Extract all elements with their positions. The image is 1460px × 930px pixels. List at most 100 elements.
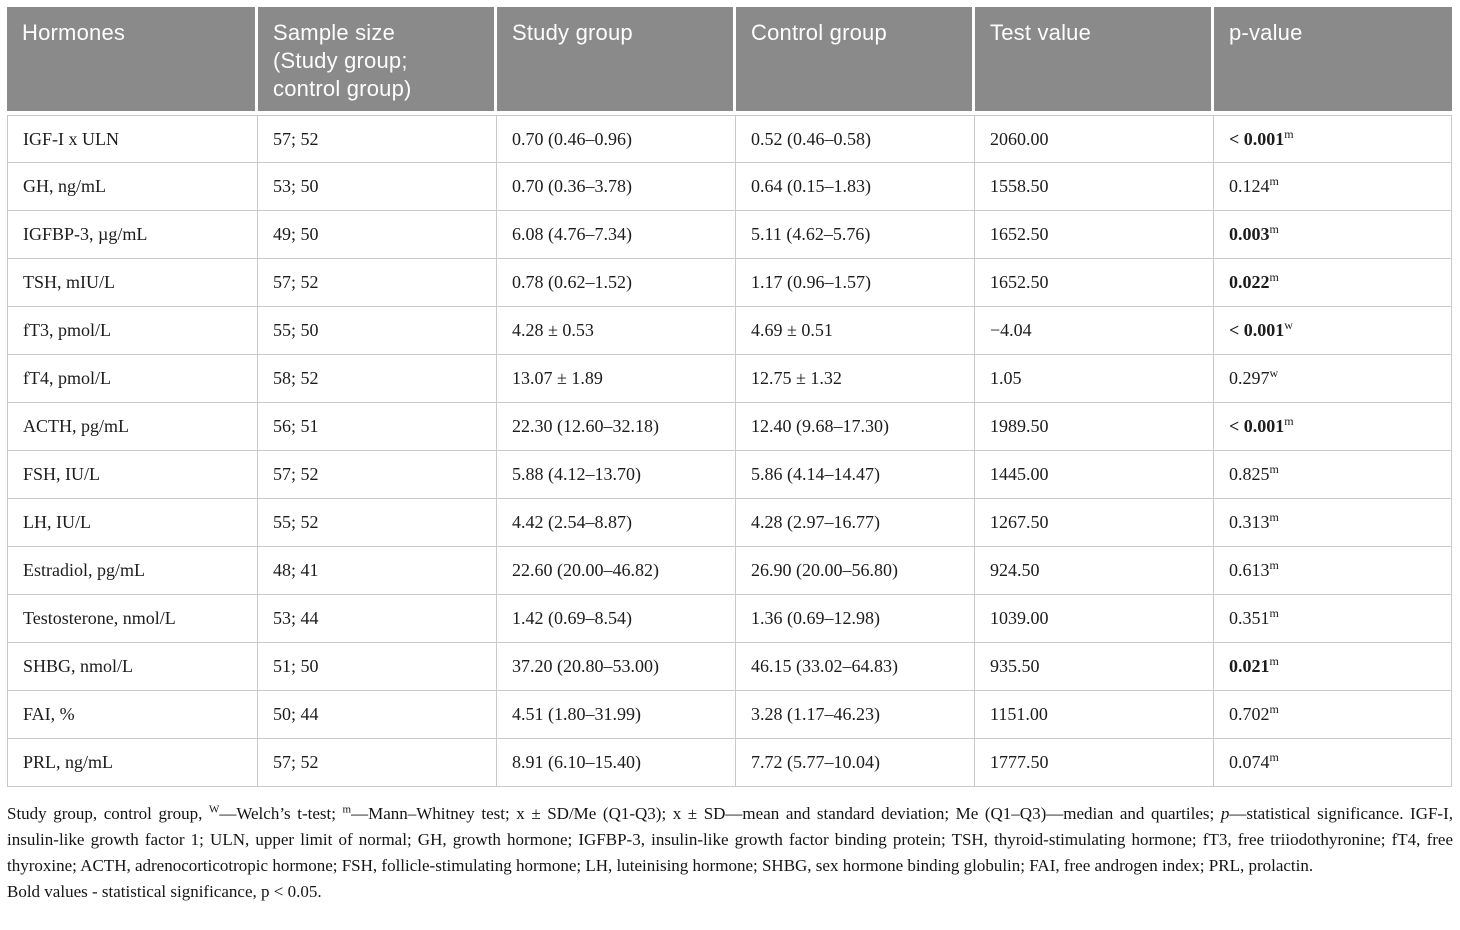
p-value-superscript: m	[1269, 270, 1279, 284]
p-value-cell: 0.825m	[1214, 451, 1452, 499]
test-value-cell: 1445.00	[975, 451, 1214, 499]
column-header-p-value: p-value	[1214, 7, 1452, 115]
p-value-text: 0.124	[1229, 176, 1270, 196]
p-value-superscript: m	[1284, 126, 1294, 141]
test-value-cell: 1.05	[975, 355, 1214, 403]
sample-size-cell: 57; 52	[258, 451, 497, 499]
p-value-cell: 0.003m	[1214, 211, 1452, 259]
table-row: IGF-I x ULN 57; 52 0.70 (0.46–0.96) 0.52…	[7, 115, 1452, 163]
test-value-cell: 1989.50	[975, 403, 1214, 451]
study-group-cell: 6.08 (4.76–7.34)	[497, 211, 736, 259]
p-value-text: 0.297	[1229, 368, 1270, 388]
sample-size-cell: 50; 44	[258, 691, 497, 739]
hormone-cell: LH, IU/L	[7, 499, 258, 547]
control-group-cell: 0.52 (0.46–0.58)	[736, 115, 975, 163]
study-group-cell: 22.60 (20.00–46.82)	[497, 547, 736, 595]
column-header-study-group: Study group	[497, 7, 736, 115]
hormone-cell: fT4, pmol/L	[7, 355, 258, 403]
p-value-text: < 0.001	[1229, 128, 1285, 149]
table-footnotes: Study group, control group, W—Welch’s t-…	[7, 801, 1453, 905]
control-group-cell: 3.28 (1.17–46.23)	[736, 691, 975, 739]
column-header-test-value: Test value	[975, 7, 1214, 115]
p-value-text: 0.003	[1229, 224, 1270, 244]
control-group-cell: 1.17 (0.96–1.57)	[736, 259, 975, 307]
p-value-cell: 0.022m	[1214, 259, 1452, 307]
sample-size-cell: 53; 50	[258, 163, 497, 211]
p-value-text: 0.825	[1229, 464, 1270, 484]
p-value-text: < 0.001	[1229, 416, 1285, 436]
table-row: TSH, mIU/L 57; 52 0.78 (0.62–1.52) 1.17 …	[7, 259, 1452, 307]
sample-size-cell: 53; 44	[258, 595, 497, 643]
table-header: Hormones Sample size (Study group; contr…	[7, 7, 1452, 115]
p-value-superscript: m	[1269, 462, 1279, 476]
p-value-cell: 0.297w	[1214, 355, 1452, 403]
study-group-cell: 1.42 (0.69–8.54)	[497, 595, 736, 643]
study-group-cell: 4.51 (1.80–31.99)	[497, 691, 736, 739]
table-row: FAI, % 50; 44 4.51 (1.80–31.99) 3.28 (1.…	[7, 691, 1452, 739]
p-value-cell: 0.351m	[1214, 595, 1452, 643]
hormone-cell: SHBG, nmol/L	[7, 643, 258, 691]
p-value-cell: 0.124m	[1214, 163, 1452, 211]
p-value-cell: 0.702m	[1214, 691, 1452, 739]
sample-size-cell: 58; 52	[258, 355, 497, 403]
table-row: Estradiol, pg/mL 48; 41 22.60 (20.00–46.…	[7, 547, 1452, 595]
hormone-cell: IGF-I x ULN	[7, 115, 258, 163]
hormone-cell: ACTH, pg/mL	[7, 403, 258, 451]
p-value-superscript: m	[1269, 174, 1279, 188]
p-value-text: 0.021	[1229, 656, 1270, 676]
sample-size-cell: 56; 51	[258, 403, 497, 451]
study-group-cell: 8.91 (6.10–15.40)	[497, 739, 736, 787]
control-group-cell: 5.86 (4.14–14.47)	[736, 451, 975, 499]
p-value-cell: < 0.001w	[1214, 307, 1452, 355]
p-value-text: 0.702	[1229, 704, 1270, 724]
sample-size-cell: 57; 52	[258, 739, 497, 787]
p-value-superscript: m	[1269, 510, 1279, 524]
p-value-cell: 0.313m	[1214, 499, 1452, 547]
p-value-superscript: w	[1284, 318, 1293, 332]
p-value-cell: 0.074m	[1214, 739, 1452, 787]
p-value-superscript: m	[1269, 750, 1279, 764]
table-row: fT4, pmol/L 58; 52 13.07 ± 1.89 12.75 ± …	[7, 355, 1452, 403]
p-value-text: 0.613	[1229, 560, 1270, 580]
footnote-text: Study group, control group, W—Welch’s t-…	[7, 803, 1453, 875]
p-value-superscript: m	[1269, 606, 1279, 620]
p-value-text: 0.022	[1229, 272, 1270, 292]
test-value-cell: −4.04	[975, 307, 1214, 355]
control-group-cell: 1.36 (0.69–12.98)	[736, 595, 975, 643]
control-group-cell: 7.72 (5.77–10.04)	[736, 739, 975, 787]
test-value-cell: 935.50	[975, 643, 1214, 691]
p-value-superscript: m	[1269, 558, 1279, 572]
table-row: fT3, pmol/L 55; 50 4.28 ± 0.53 4.69 ± 0.…	[7, 307, 1452, 355]
sample-size-cell: 55; 50	[258, 307, 497, 355]
table-row: PRL, ng/mL 57; 52 8.91 (6.10–15.40) 7.72…	[7, 739, 1452, 787]
p-value-text: 0.074	[1229, 752, 1270, 772]
test-value-cell: 1652.50	[975, 211, 1214, 259]
study-group-cell: 0.70 (0.36–3.78)	[497, 163, 736, 211]
table-row: ACTH, pg/mL 56; 51 22.30 (12.60–32.18) 1…	[7, 403, 1452, 451]
test-value-cell: 1558.50	[975, 163, 1214, 211]
study-group-cell: 0.78 (0.62–1.52)	[497, 259, 736, 307]
test-value-cell: 924.50	[975, 547, 1214, 595]
test-value-cell: 1267.50	[975, 499, 1214, 547]
hormone-cell: PRL, ng/mL	[7, 739, 258, 787]
control-group-cell: 0.64 (0.15–1.83)	[736, 163, 975, 211]
table-row: GH, ng/mL 53; 50 0.70 (0.36–3.78) 0.64 (…	[7, 163, 1452, 211]
hormone-cell: FSH, IU/L	[7, 451, 258, 499]
hormone-cell: GH, ng/mL	[7, 163, 258, 211]
p-value-superscript: m	[1269, 702, 1279, 716]
table-body: IGF-I x ULN 57; 52 0.70 (0.46–0.96) 0.52…	[7, 115, 1452, 787]
control-group-cell: 5.11 (4.62–5.76)	[736, 211, 975, 259]
p-value-text: 0.313	[1229, 512, 1270, 532]
p-value-superscript: m	[1269, 222, 1279, 236]
p-value-cell: < 0.001m	[1214, 115, 1452, 163]
sample-size-cell: 48; 41	[258, 547, 497, 595]
test-value-cell: 2060.00	[975, 115, 1214, 163]
hormone-cell: Testosterone, nmol/L	[7, 595, 258, 643]
study-group-cell: 13.07 ± 1.89	[497, 355, 736, 403]
p-value-cell: 0.613m	[1214, 547, 1452, 595]
control-group-cell: 12.75 ± 1.32	[736, 355, 975, 403]
p-value-text: < 0.001	[1229, 320, 1285, 340]
p-value-superscript: w	[1269, 366, 1279, 380]
column-header-sample-size: Sample size (Study group; control group)	[258, 7, 497, 115]
sample-size-cell: 55; 52	[258, 499, 497, 547]
